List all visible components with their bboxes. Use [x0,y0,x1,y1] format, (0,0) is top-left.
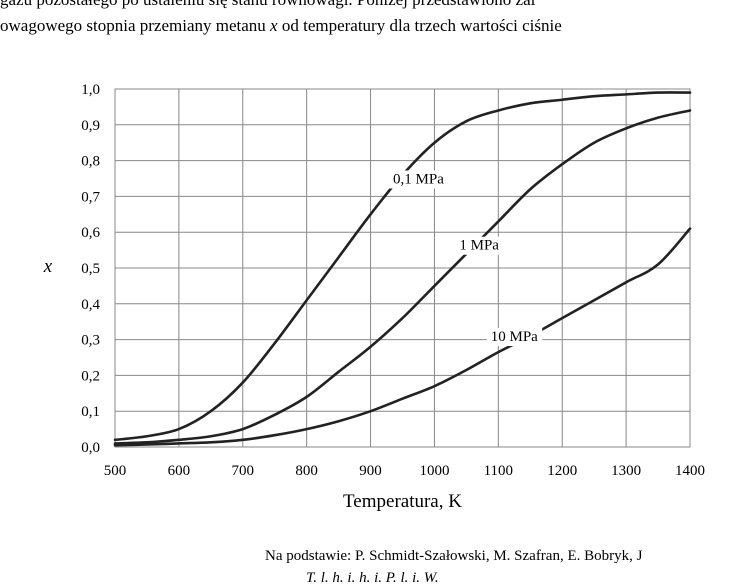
y-axis-title: x [43,256,53,277]
x-tick-label: 900 [359,463,382,479]
x-tick-label: 800 [295,463,318,479]
series-label-background [389,170,449,189]
x-tick-label: 600 [168,463,191,479]
y-tick-label: 0,4 [81,297,100,313]
chart-series-labels: 0,1 MPa 1 MPa 10 MPa [389,170,543,347]
y-tick-label: 0,6 [81,225,100,241]
y-tick-label: 0,5 [81,261,100,277]
x-tick-label: 1400 [675,463,705,479]
series-label-background [486,328,543,347]
plot-border [114,88,691,448]
series-line [113,227,692,447]
series-label: 1 MPa [455,236,504,255]
y-tick-label: 0,3 [81,333,100,349]
series-label-text: 0,1 MPa [393,172,444,188]
x-tick-label: 1200 [547,463,577,479]
y-tick-label: 1,0 [81,82,100,98]
chart-grid [114,88,691,448]
x-axis-title: Temperatura, K [343,491,462,512]
chart-series [113,91,692,447]
x-tick-label: 500 [104,463,127,479]
x-tick-label: 1300 [611,463,641,479]
y-tick-label: 0,7 [81,189,100,205]
chart-axes: 500 600 700 800 900 1000 1100 1200 1300 1400 0,0 0,… [81,82,705,479]
x-tick-label: 1100 [484,463,513,479]
y-tick-label: 0,8 [81,154,100,170]
x-tick-label: 1000 [419,463,449,479]
header-text-line-1: gazu pozostałego po ustaleniu się stanu … [0,0,535,10]
header-text-suffix: od temperatury dla trzech wartości ciśni… [277,16,562,35]
series-line [113,91,692,442]
series-label-background [455,236,504,255]
header-text-prefix: owagowego stopnia przemiany metanu [0,16,271,35]
y-tick-label: 0,2 [81,368,100,384]
series-label-text: 10 MPa [491,329,538,345]
source-footnote-line-1: Na podstawie: P. Schmidt-Szałowski, M. S… [265,548,643,564]
source-footnote-line-2: T. l. h. i. h. i. P. l. i. W. [306,570,439,586]
series-line [113,109,692,445]
header-text-line-2: owagowego stopnia przemiany metanu x od … [0,16,562,36]
series-label: 0,1 MPa [389,170,449,189]
x-tick-label: 700 [232,463,255,479]
series-label-text: 1 MPa [459,238,499,254]
series-label: 10 MPa [486,328,543,347]
y-tick-label: 0,0 [81,440,100,456]
y-tick-label: 0,9 [81,118,100,134]
header-text-variable: x [270,16,278,35]
y-tick-label: 0,1 [81,404,100,420]
